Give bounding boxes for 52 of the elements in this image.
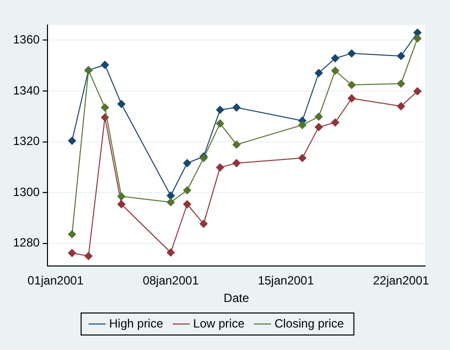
point <box>216 163 224 172</box>
y-tick-label: 1360 <box>12 32 40 47</box>
legend-label: High price <box>109 316 164 330</box>
point <box>100 104 109 112</box>
x-axis-title: Date <box>224 291 250 306</box>
point <box>413 87 422 96</box>
point <box>331 66 340 75</box>
point <box>348 49 356 58</box>
legend-label: Low price <box>193 316 245 330</box>
point <box>166 198 175 206</box>
point <box>413 28 422 37</box>
point <box>331 54 340 62</box>
point <box>183 186 192 194</box>
point <box>298 154 306 162</box>
point <box>84 252 92 260</box>
point <box>348 94 356 102</box>
point <box>117 200 126 208</box>
y-tick-label: 1340 <box>12 83 40 98</box>
point <box>331 118 340 126</box>
point <box>183 159 192 168</box>
x-tick-label: 08jan2001 <box>142 274 200 288</box>
point <box>397 102 406 110</box>
point <box>100 60 109 69</box>
point <box>216 120 224 128</box>
point <box>68 230 76 238</box>
point <box>183 200 192 208</box>
x-tick-label: 15jan2001 <box>258 274 314 288</box>
x-tick-label: 22jan2001 <box>372 274 430 288</box>
point <box>232 140 241 149</box>
y-tick-label: 1280 <box>12 236 40 250</box>
point <box>232 104 241 112</box>
point <box>166 192 175 200</box>
point <box>314 68 323 77</box>
point <box>166 248 175 256</box>
point <box>314 123 323 132</box>
point <box>413 34 422 42</box>
point <box>397 52 406 60</box>
point <box>117 100 126 108</box>
point <box>200 220 208 228</box>
point <box>68 249 76 257</box>
point <box>298 121 306 130</box>
y-tick-label: 1300 <box>12 184 40 199</box>
point <box>348 80 356 89</box>
point <box>232 159 241 168</box>
x-tick-label: 01jan2001 <box>28 274 84 288</box>
legend-label: Closing price <box>274 316 344 330</box>
point <box>397 80 406 88</box>
point <box>314 112 323 121</box>
y-tick-label: 1320 <box>12 134 40 148</box>
point <box>68 136 76 145</box>
point <box>117 192 126 200</box>
point <box>216 106 224 114</box>
